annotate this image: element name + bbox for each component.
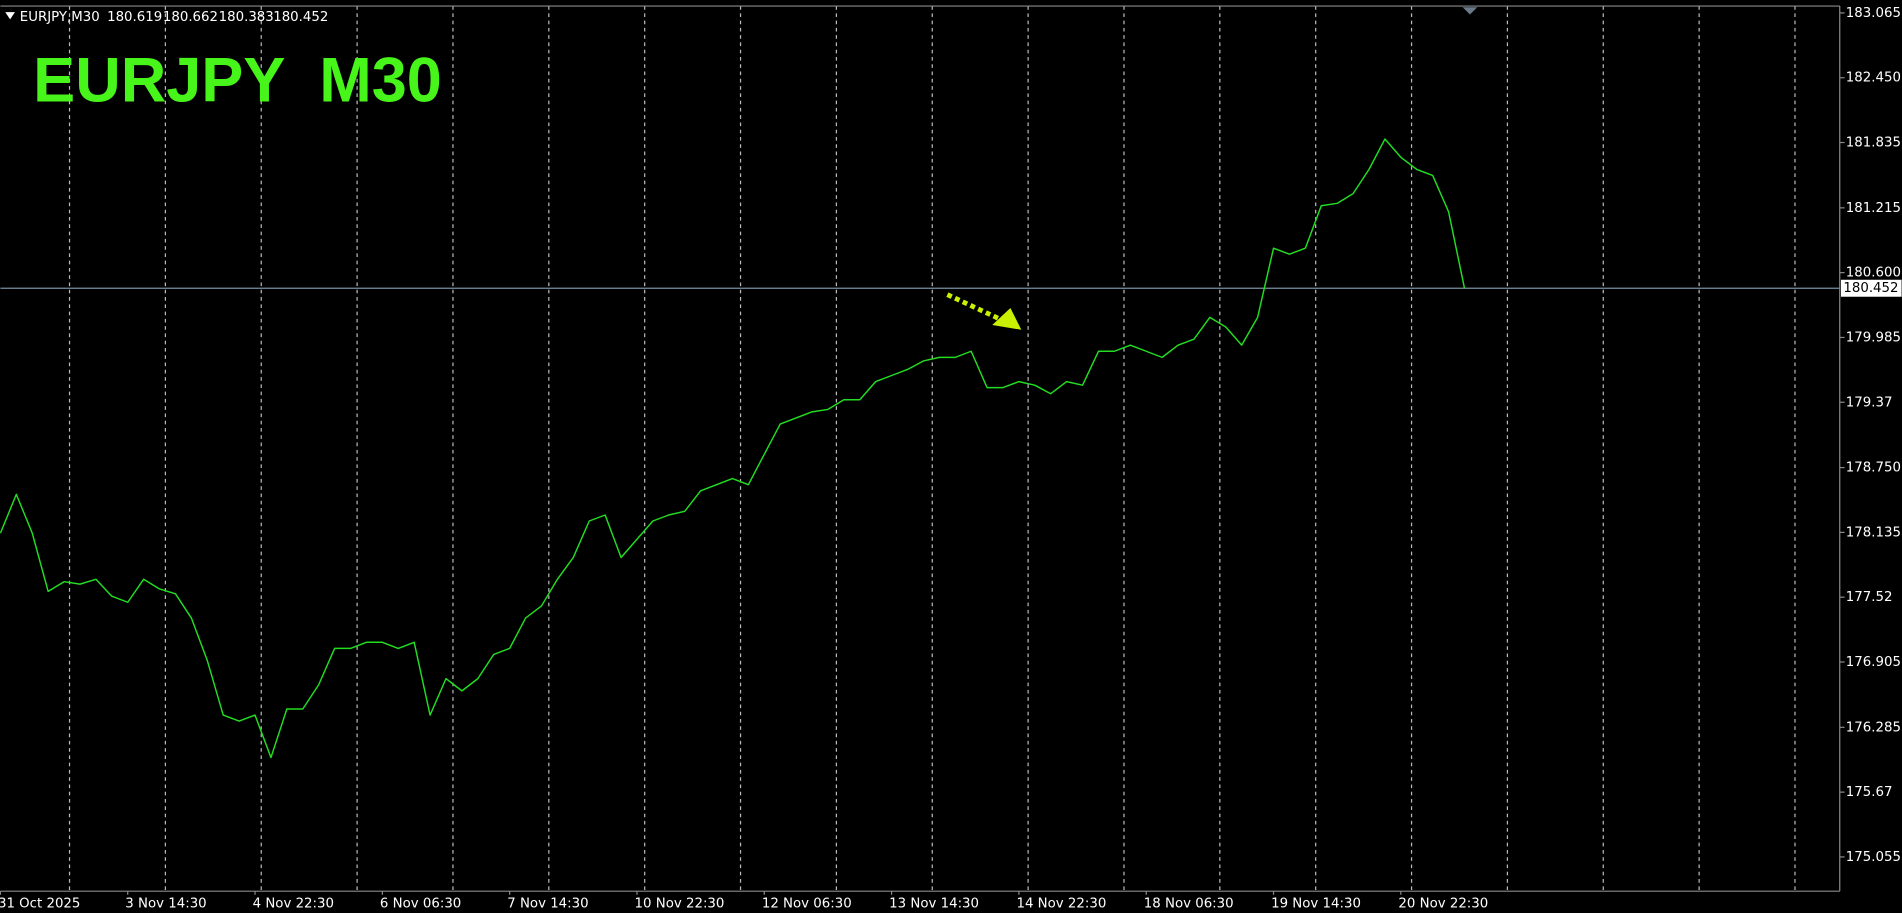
current-price-label: 180.452 [1843,281,1898,296]
x-tick-label: 12 Nov 06:30 [762,896,852,911]
header-menu-icon [5,12,15,20]
y-tick-label: 175.67 [1846,785,1893,800]
x-tick-label: 31 Oct 2025 [0,896,80,911]
x-tick-label: 19 Nov 14:30 [1271,896,1361,911]
shift-marker [1462,7,1478,15]
x-tick-label: 18 Nov 06:30 [1144,896,1234,911]
header-open: 180.619 [107,10,162,25]
x-tick-label: 6 Nov 06:30 [380,896,461,911]
current-price-box [1840,279,1902,297]
x-tick-label: 13 Nov 14:30 [889,896,979,911]
arrow-shaft [946,292,1001,322]
x-tick-label: 20 Nov 22:30 [1398,896,1488,911]
header-close: 180.452 [273,10,328,25]
y-tick-label: 181.215 [1846,201,1901,216]
x-tick-label: 14 Nov 22:30 [1016,896,1106,911]
x-tick-label: 7 Nov 14:30 [507,896,588,911]
y-tick-label: 180.600 [1846,266,1901,281]
y-tick-label: 179.985 [1846,330,1901,345]
y-tick-label: 176.905 [1846,655,1901,670]
annotation-arrow [946,292,1022,330]
time-grid [68,6,1796,892]
x-tick-label: 10 Nov 22:30 [635,896,725,911]
y-tick-label: 181.835 [1846,136,1901,151]
y-tick-label: 178.750 [1846,461,1901,476]
x-tick-label: 4 Nov 22:30 [253,896,334,911]
arrow-head [992,307,1022,330]
chart-title: EURJPY M30 [33,46,442,116]
y-tick-label: 178.135 [1846,525,1901,540]
y-tick-label: 175.055 [1846,850,1901,865]
y-tick-label: 179.37 [1846,395,1893,410]
y-tick-label: 182.450 [1846,71,1901,86]
y-tick-label: 177.52 [1846,590,1893,605]
y-tick-label: 176.285 [1846,720,1901,735]
header-low: 180.383 [219,10,274,25]
x-tick-label: 3 Nov 14:30 [125,896,206,911]
header-symbol: EURJPY,M30 [20,10,100,25]
header-high: 180.662 [163,10,218,25]
price-line [0,138,1466,759]
y-tick-label: 183.065 [1846,6,1901,21]
